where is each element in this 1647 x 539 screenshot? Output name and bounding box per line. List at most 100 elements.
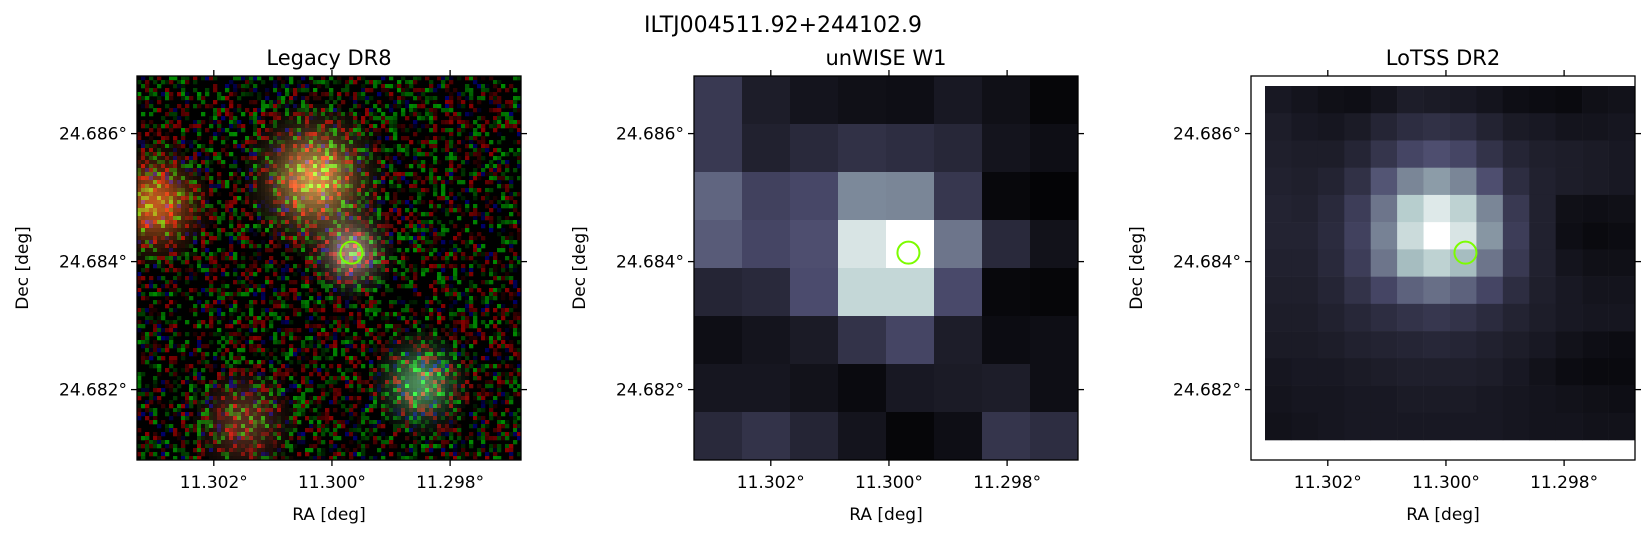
legacy-pixel bbox=[501, 112, 506, 117]
legacy-pixel bbox=[265, 144, 270, 149]
legacy-pixel bbox=[269, 196, 274, 201]
legacy-pixel bbox=[333, 376, 338, 381]
legacy-pixel bbox=[333, 340, 338, 345]
legacy-pixel bbox=[321, 104, 326, 109]
legacy-pixel bbox=[297, 268, 302, 273]
legacy-pixel bbox=[449, 264, 454, 269]
legacy-pixel bbox=[393, 228, 398, 233]
legacy-pixel bbox=[489, 172, 494, 177]
legacy-pixel bbox=[201, 244, 206, 249]
legacy-pixel bbox=[445, 172, 450, 177]
legacy-pixel bbox=[137, 132, 142, 137]
legacy-pixel bbox=[177, 288, 182, 293]
legacy-pixel bbox=[489, 292, 494, 297]
legacy-pixel bbox=[269, 172, 274, 177]
legacy-pixel bbox=[457, 100, 462, 105]
legacy-pixel bbox=[281, 292, 286, 297]
legacy-pixel bbox=[481, 364, 486, 369]
legacy-pixel bbox=[165, 92, 170, 97]
legacy-pixel bbox=[501, 276, 506, 281]
legacy-pixel bbox=[421, 100, 426, 105]
legacy-pixel bbox=[209, 220, 214, 225]
legacy-pixel bbox=[353, 236, 358, 241]
legacy-pixel bbox=[437, 372, 442, 377]
legacy-pixel bbox=[145, 392, 150, 397]
legacy-pixel bbox=[165, 384, 170, 389]
legacy-pixel bbox=[209, 272, 214, 277]
legacy-pixel bbox=[157, 328, 162, 333]
legacy-pixel bbox=[281, 96, 286, 101]
legacy-pixel bbox=[365, 208, 370, 213]
legacy-pixel bbox=[465, 332, 470, 337]
legacy-pixel bbox=[349, 76, 354, 81]
legacy-pixel bbox=[449, 360, 454, 365]
legacy-pixel bbox=[409, 360, 414, 365]
legacy-pixel bbox=[165, 172, 170, 177]
legacy-pixel bbox=[249, 144, 254, 149]
legacy-pixel bbox=[329, 88, 334, 93]
legacy-pixel bbox=[257, 252, 262, 257]
legacy-pixel bbox=[173, 208, 178, 213]
legacy-pixel bbox=[329, 276, 334, 281]
legacy-pixel bbox=[205, 288, 210, 293]
legacy-pixel bbox=[169, 320, 174, 325]
legacy-pixel bbox=[365, 88, 370, 93]
legacy-pixel bbox=[497, 116, 502, 121]
legacy-pixel bbox=[457, 312, 462, 317]
legacy-pixel bbox=[341, 296, 346, 301]
legacy-pixel bbox=[221, 376, 226, 381]
legacy-pixel bbox=[389, 128, 394, 133]
legacy-pixel bbox=[205, 344, 210, 349]
legacy-pixel bbox=[293, 348, 298, 353]
legacy-pixel bbox=[173, 84, 178, 89]
legacy-pixel bbox=[413, 300, 418, 305]
legacy-pixel bbox=[273, 196, 278, 201]
legacy-pixel bbox=[245, 168, 250, 173]
legacy-pixel bbox=[265, 212, 270, 217]
legacy-pixel bbox=[281, 112, 286, 117]
legacy-pixel bbox=[333, 296, 338, 301]
legacy-pixel bbox=[425, 176, 430, 181]
legacy-pixel bbox=[189, 240, 194, 245]
legacy-pixel bbox=[361, 172, 366, 177]
legacy-pixel bbox=[285, 304, 290, 309]
legacy-pixel bbox=[165, 228, 170, 233]
legacy-pixel bbox=[337, 316, 342, 321]
legacy-pixel bbox=[277, 316, 282, 321]
legacy-pixel bbox=[325, 296, 330, 301]
legacy-pixel bbox=[197, 348, 202, 353]
legacy-pixel bbox=[193, 156, 198, 161]
legacy-pixel bbox=[361, 96, 366, 101]
legacy-pixel bbox=[465, 156, 470, 161]
legacy-pixel bbox=[293, 272, 298, 277]
legacy-pixel bbox=[165, 104, 170, 109]
legacy-pixel bbox=[349, 144, 354, 149]
legacy-pixel bbox=[137, 328, 142, 333]
legacy-pixel bbox=[293, 244, 298, 249]
legacy-pixel bbox=[309, 296, 314, 301]
legacy-pixel bbox=[261, 220, 266, 225]
legacy-pixel bbox=[421, 360, 426, 365]
legacy-pixel bbox=[173, 292, 178, 297]
legacy-pixel bbox=[441, 308, 446, 313]
legacy-pixel bbox=[249, 148, 254, 153]
legacy-pixel bbox=[429, 384, 434, 389]
legacy-pixel bbox=[397, 372, 402, 377]
legacy-pixel bbox=[437, 356, 442, 361]
legacy-pixel bbox=[365, 212, 370, 217]
legacy-pixel bbox=[385, 352, 390, 357]
legacy-pixel bbox=[185, 116, 190, 121]
legacy-pixel bbox=[465, 324, 470, 329]
legacy-pixel bbox=[157, 96, 162, 101]
legacy-pixel bbox=[449, 344, 454, 349]
legacy-pixel bbox=[349, 340, 354, 345]
legacy-pixel bbox=[441, 384, 446, 389]
legacy-pixel bbox=[469, 256, 474, 261]
legacy-pixel bbox=[337, 280, 342, 285]
legacy-pixel bbox=[501, 308, 506, 313]
legacy-pixel bbox=[449, 132, 454, 137]
legacy-pixel bbox=[361, 188, 366, 193]
legacy-pixel bbox=[241, 212, 246, 217]
legacy-pixel bbox=[185, 180, 190, 185]
legacy-pixel bbox=[349, 276, 354, 281]
